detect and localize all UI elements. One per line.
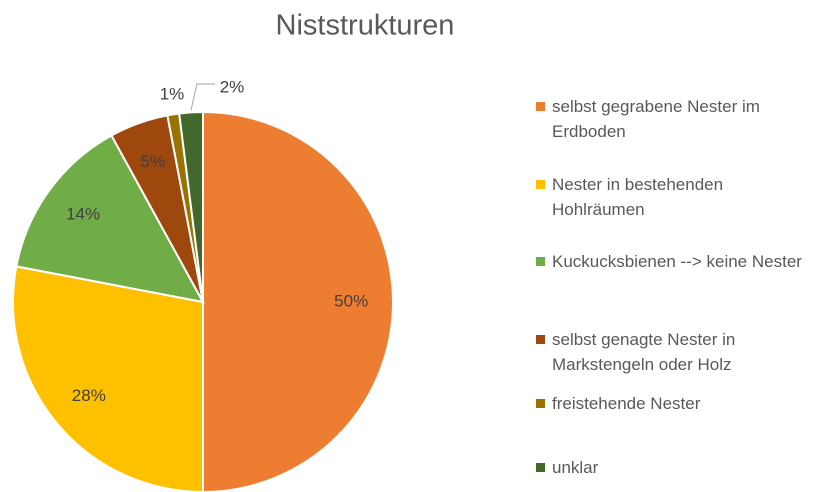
legend-swatch bbox=[536, 399, 545, 408]
chart-title: Niststrukturen bbox=[276, 10, 455, 42]
legend-item: freistehende Nester bbox=[536, 391, 806, 416]
legend-label: unklar bbox=[552, 458, 599, 477]
legend-label: selbst gegrabene Nester im Erdboden bbox=[552, 97, 760, 141]
data-label: 14% bbox=[66, 204, 100, 223]
legend-item: Kuckucksbienen --> keine Nester bbox=[536, 249, 806, 274]
pie-slice bbox=[12, 265, 204, 492]
legend-label: selbst genagte Nester in Markstengeln od… bbox=[552, 330, 736, 374]
legend-swatch bbox=[536, 257, 545, 266]
data-label: 50% bbox=[334, 291, 368, 310]
data-label: 28% bbox=[72, 386, 106, 405]
pie-slice bbox=[202, 110, 394, 492]
legend-swatch bbox=[536, 102, 545, 111]
pie-slice bbox=[178, 110, 204, 303]
legend-swatch bbox=[536, 335, 545, 344]
legend-label: Kuckucksbienen --> keine Nester bbox=[552, 252, 802, 271]
data-label: 2% bbox=[220, 77, 245, 96]
legend-label: Nester in bestehenden Hohlräumen bbox=[552, 175, 724, 219]
data-label: 5% bbox=[141, 152, 166, 171]
pie-slice bbox=[15, 134, 205, 304]
legend-swatch bbox=[536, 463, 545, 472]
data-label: 1% bbox=[160, 84, 185, 103]
legend-item: selbst gegrabene Nester im Erdboden bbox=[536, 94, 806, 144]
legend-item: Nester in bestehenden Hohlräumen bbox=[536, 172, 806, 222]
legend-swatch bbox=[536, 180, 545, 189]
legend-label: freistehende Nester bbox=[552, 394, 701, 413]
legend-item: unklar bbox=[536, 455, 806, 480]
leader-line bbox=[190, 83, 215, 111]
legend-item: selbst genagte Nester in Markstengeln od… bbox=[536, 327, 806, 377]
